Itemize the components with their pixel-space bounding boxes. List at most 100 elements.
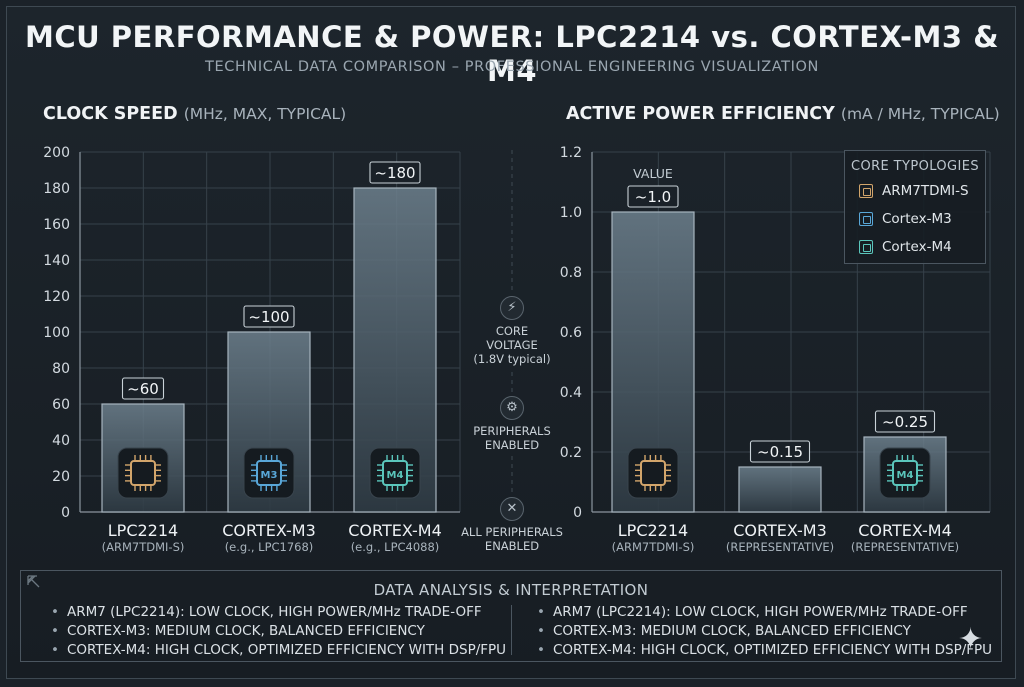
- clock-ytick-label: 20: [52, 469, 70, 485]
- legend-label-arm7: ARM7TDMI-S: [882, 183, 969, 199]
- clock-chip-label: M4: [387, 470, 404, 481]
- clock-category-label: CORTEX-M4: [348, 521, 442, 540]
- all-peripherals-line-2: ENABLED: [484, 539, 540, 553]
- corner-logo-icon: [27, 575, 40, 588]
- analysis-right-column: ARM7 (LPC2214): LOW CLOCK, HIGH POWER/MH…: [537, 603, 1007, 660]
- power-value-label: ~0.25: [882, 413, 928, 431]
- power-value-caption: VALUE: [633, 166, 673, 181]
- power-category-sublabel: (REPRESENTATIVE): [851, 540, 959, 554]
- mid-item-all-peripherals: ✕ ALL PERIPHERALS ENABLED: [452, 497, 572, 553]
- clock-ytick-label: 140: [43, 253, 70, 269]
- clock-chip-core: [130, 460, 156, 486]
- power-title-text: ACTIVE POWER EFFICIENCY: [566, 104, 835, 124]
- legend-item-arm7: ARM7TDMI-S: [859, 183, 969, 199]
- clock-chip-core: [382, 460, 408, 486]
- power-category-label: CORTEX-M3: [733, 521, 827, 540]
- clock-ytick-label: 0: [61, 505, 70, 521]
- clock-category-sublabel: (e.g., LPC4088): [351, 540, 440, 554]
- analysis-right-line-1: ARM7 (LPC2214): LOW CLOCK, HIGH POWER/MH…: [537, 603, 1007, 622]
- power-category-sublabel: (REPRESENTATIVE): [726, 540, 834, 554]
- power-ytick-label: 0.8: [560, 265, 582, 281]
- clock-ytick-label: 180: [43, 181, 70, 197]
- power-ytick-label: 0.4: [560, 385, 582, 401]
- gear-icon: ⚙: [500, 396, 524, 420]
- power-chip-icon: [627, 447, 679, 499]
- clock-ytick-label: 100: [43, 325, 70, 341]
- power-value-label: ~0.15: [757, 443, 803, 461]
- sparkle-icon: ✦: [958, 622, 984, 657]
- analysis-right-line-2: CORTEX-M3: MEDIUM CLOCK, BALANCED EFFICI…: [537, 622, 1007, 641]
- analysis-left-line-2: CORTEX-M3: MEDIUM CLOCK, BALANCED EFFICI…: [51, 622, 521, 641]
- legend-label-m4: Cortex-M4: [882, 239, 952, 255]
- analysis-right-line-3: CORTEX-M4: HIGH CLOCK, OPTIMIZED EFFICIE…: [537, 641, 1007, 660]
- clock-value-label-box: [243, 305, 295, 328]
- analysis-left-column: ARM7 (LPC2214): LOW CLOCK, HIGH POWER/MH…: [51, 603, 521, 660]
- clock-chip-label: M3: [261, 470, 278, 481]
- clock-category-label: CORTEX-M3: [222, 521, 316, 540]
- chip-icon: [859, 212, 873, 226]
- power-ytick-label: 0: [573, 505, 582, 521]
- lightning-icon: ⚡: [500, 296, 524, 320]
- analysis-divider: [511, 605, 512, 655]
- figure-frame: [6, 6, 1016, 679]
- mid-item-peripherals: ⚙ PERIPHERALS ENABLED: [452, 396, 572, 452]
- power-ytick-label: 0.6: [560, 325, 582, 341]
- power-value-label-box: [627, 185, 679, 208]
- clock-ytick-label: 80: [52, 361, 70, 377]
- page-title: MCU PERFORMANCE & POWER: LPC2214 vs. COR…: [25, 20, 999, 88]
- power-ytick-label: 1.2: [560, 145, 582, 161]
- power-category-sublabel: (ARM7TDMI-S): [612, 540, 695, 554]
- analysis-left-line-3: CORTEX-M4: HIGH CLOCK, OPTIMIZED EFFICIE…: [51, 641, 521, 660]
- all-peripherals-line-1: ALL PERIPHERALS: [461, 525, 563, 539]
- clock-value-label-box: [369, 161, 421, 184]
- power-title-unit: (mA / MHz, TYPICAL): [840, 105, 1000, 123]
- clock-ytick-label: 120: [43, 289, 70, 305]
- power-chip-core: [640, 460, 666, 486]
- power-value-label-box: [749, 440, 811, 463]
- chart-legend: CORE TYPOLOGIES ARM7TDMI-S Cortex-M3 Cor…: [844, 150, 986, 264]
- clock-title-unit: (MHz, MAX, TYPICAL): [183, 105, 347, 123]
- clock-value-label: ~180: [374, 164, 415, 182]
- core-voltage-line-1: CORE: [495, 324, 529, 338]
- mid-item-core-voltage: ⚡ CORE VOLTAGE (1.8V typical): [452, 296, 572, 366]
- analysis-left-line-1: ARM7 (LPC2214): LOW CLOCK, HIGH POWER/MH…: [51, 603, 521, 622]
- chip-icon: [859, 184, 873, 198]
- power-category-label: CORTEX-M4: [858, 521, 952, 540]
- clock-ytick-label: 40: [52, 433, 70, 449]
- legend-item-m4: Cortex-M4: [859, 239, 952, 255]
- clock-chip-icon: [117, 447, 169, 499]
- clock-category-label: LPC2214: [108, 521, 178, 540]
- tools-icon: ✕: [500, 497, 524, 521]
- clock-panel-title: CLOCK SPEED (MHz, MAX, TYPICAL): [43, 104, 346, 124]
- clock-title-text: CLOCK SPEED: [43, 104, 178, 124]
- power-category-label: LPC2214: [618, 521, 688, 540]
- clock-ytick-label: 160: [43, 217, 70, 233]
- clock-chip-icon: [243, 447, 295, 499]
- clock-value-label-box: [121, 377, 165, 400]
- peripherals-line-2: ENABLED: [484, 438, 540, 452]
- legend-label-m3: Cortex-M3: [882, 211, 952, 227]
- clock-value-label: ~60: [127, 380, 159, 398]
- power-ytick-label: 1.0: [560, 205, 582, 221]
- power-panel-title: ACTIVE POWER EFFICIENCY (mA / MHz, TYPIC…: [566, 104, 1000, 124]
- analysis-title: DATA ANALYSIS & INTERPRETATION: [373, 581, 649, 599]
- power-value-label-box: [874, 410, 936, 433]
- core-voltage-line-3: (1.8V typical): [473, 352, 551, 366]
- clock-ytick-label: 60: [52, 397, 70, 413]
- page-subtitle: TECHNICAL DATA COMPARISON – PROFESSIONAL…: [205, 59, 819, 75]
- power-ytick-label: 0.2: [560, 445, 582, 461]
- power-bar: [738, 466, 822, 513]
- peripherals-line-1: PERIPHERALS: [473, 424, 551, 438]
- legend-item-m3: Cortex-M3: [859, 211, 952, 227]
- legend-title: CORE TYPOLOGIES: [850, 159, 980, 174]
- core-voltage-line-2: VOLTAGE: [486, 338, 538, 352]
- power-chip-label: M4: [897, 470, 914, 481]
- chip-icon: [859, 240, 873, 254]
- clock-chip-icon: [369, 447, 421, 499]
- power-chip-icon: [879, 447, 931, 499]
- clock-category-sublabel: (e.g., LPC1768): [225, 540, 314, 554]
- clock-value-label: ~100: [248, 308, 289, 326]
- clock-ytick-label: 200: [43, 145, 70, 161]
- clock-category-sublabel: (ARM7TDMI-S): [102, 540, 185, 554]
